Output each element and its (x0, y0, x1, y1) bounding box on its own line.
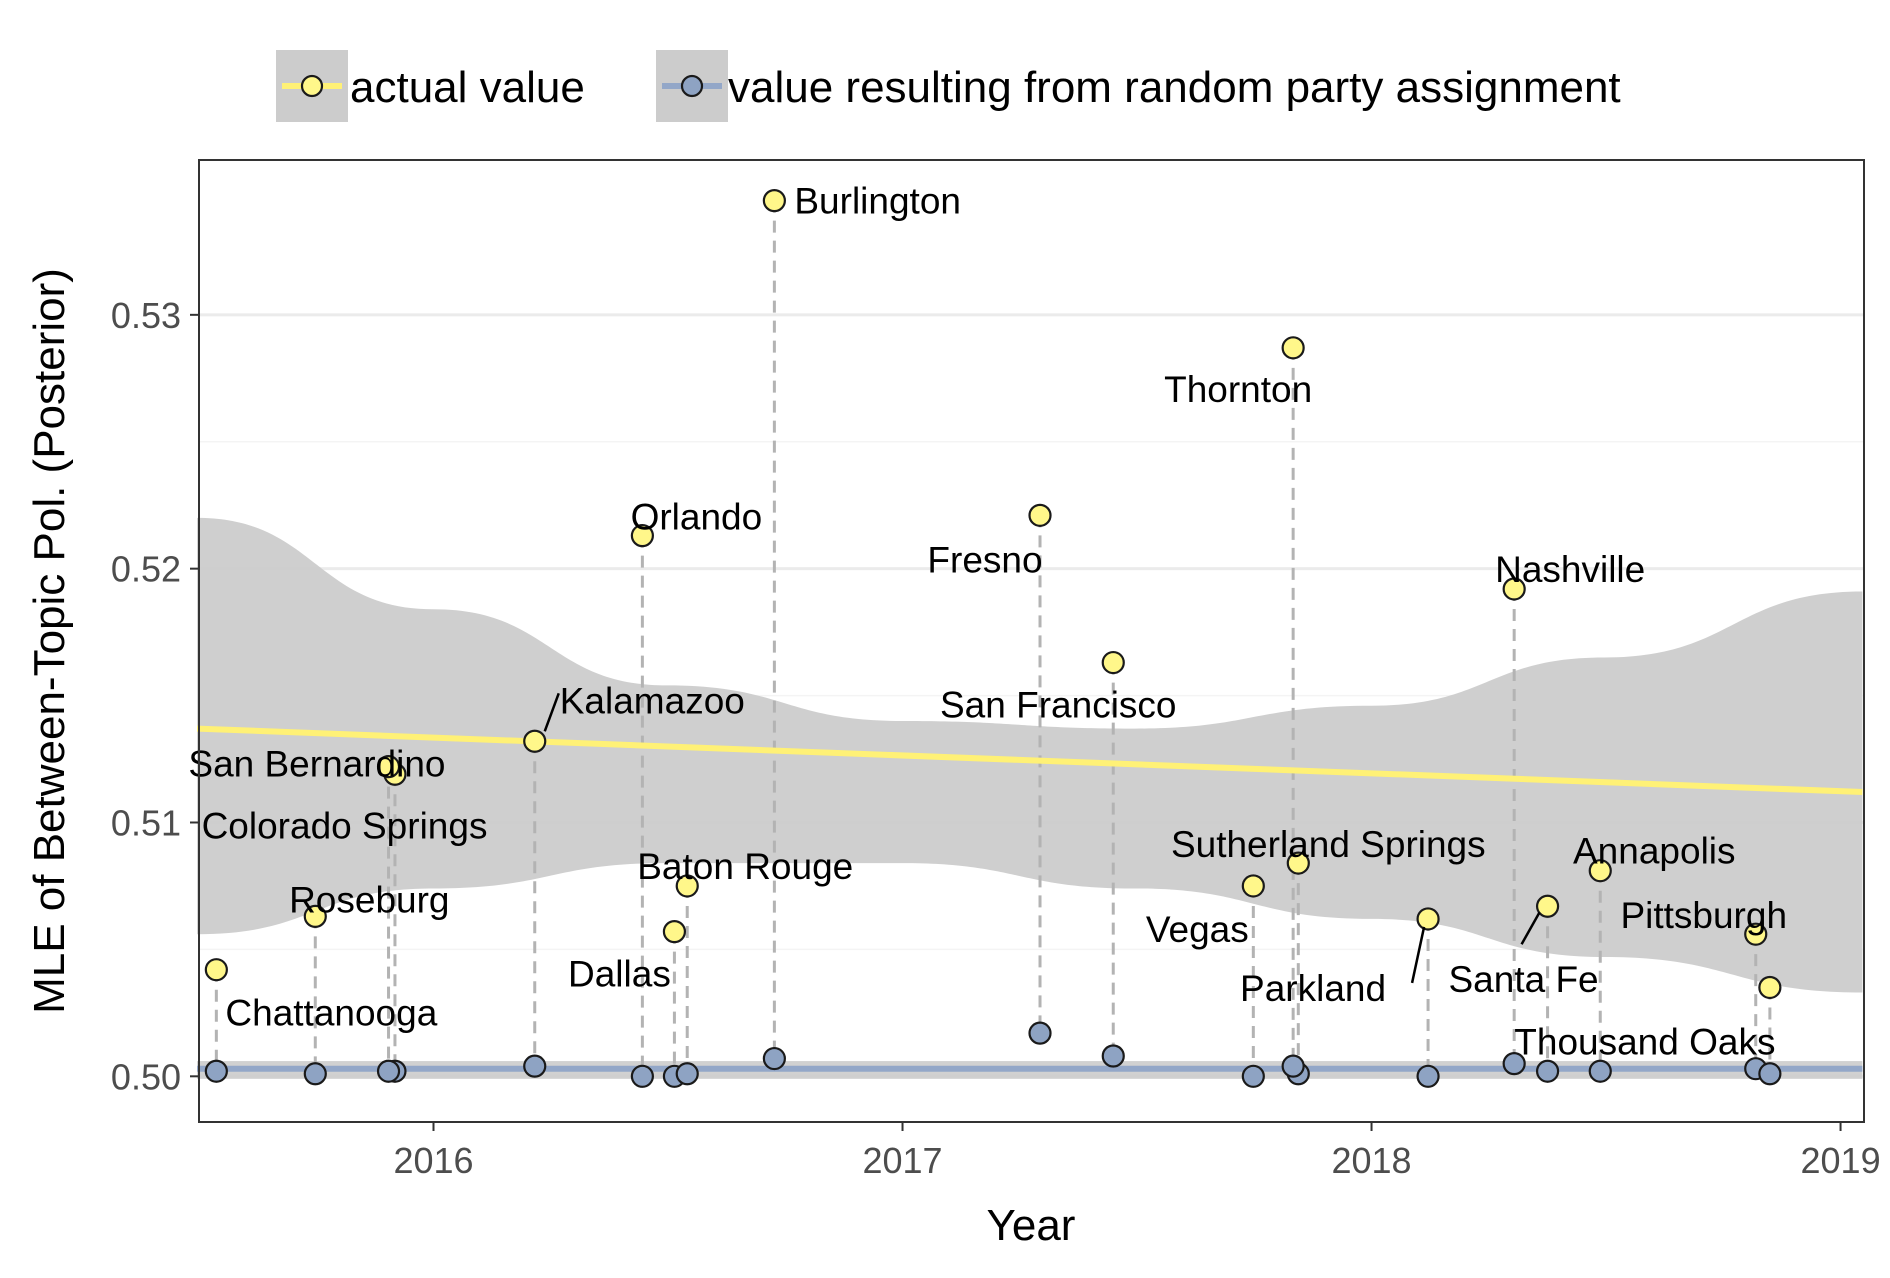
point-label: Santa Fe (1448, 959, 1598, 1000)
point-label: Kalamazoo (560, 680, 745, 721)
random-point (1588, 1059, 1612, 1083)
actual-confidence-band (197, 517, 1863, 993)
actual-point (1281, 336, 1305, 360)
point-label: Vegas (1146, 909, 1249, 950)
y-tick-label: 0.53 (111, 295, 181, 336)
legend-label-random: value resulting from random party assign… (728, 63, 1621, 112)
random-point (1028, 1021, 1052, 1045)
point-label: Roseburg (289, 879, 449, 920)
actual-point (630, 524, 654, 548)
actual-point (1588, 859, 1612, 883)
point-label: Colorado Springs (202, 806, 488, 847)
point-labels: Chattanooga Roseburg San Bernardino Colorad… (188, 181, 1787, 1063)
random-point (204, 1059, 228, 1083)
actual-point (1241, 874, 1265, 898)
point-label: Nashville (1495, 549, 1645, 590)
y-tick-label: 0.50 (111, 1056, 181, 1097)
random-point (1502, 1052, 1526, 1076)
actual-trend-line (196, 725, 1863, 796)
x-tick-label: 2016 (393, 1140, 473, 1181)
point-label: Chattanooga (225, 993, 437, 1034)
actual-point (204, 958, 228, 982)
point-label: Fresno (927, 539, 1042, 580)
actual-point (523, 729, 547, 753)
x-tick-label: 2019 (1801, 1140, 1881, 1181)
point-label: Annapolis (1573, 831, 1736, 872)
random-point (1416, 1064, 1440, 1088)
random-point (762, 1046, 786, 1071)
point-label: Parkland (1240, 968, 1386, 1009)
actual-point (1101, 650, 1125, 675)
point-label: Thornton (1164, 369, 1312, 410)
y-tick-label: 0.51 (111, 802, 181, 843)
x-tick-label: 2017 (862, 1140, 942, 1181)
y-axis-title: MLE of Between-Topic Pol. (Posterior) (25, 268, 74, 1014)
axis-ticks: 2016 2017 2018 2019 0.50 0.51 0.52 0.53 (111, 295, 1881, 1181)
data-points (204, 189, 1782, 1088)
legend-key-actual-marker (300, 74, 324, 98)
plot-border (198, 159, 1865, 1123)
random-point (523, 1054, 547, 1078)
trend-lines (196, 725, 1863, 1072)
point-label: San Bernardino (188, 743, 445, 784)
label-leader-line (543, 692, 560, 732)
x-tick-label: 2018 (1331, 1140, 1411, 1181)
connector-lines (214, 200, 1772, 1077)
point-label: Sutherland Springs (1171, 824, 1486, 865)
point-label: Orlando (631, 497, 763, 538)
actual-point (376, 755, 401, 779)
point-label: San Francisco (940, 685, 1177, 726)
point-label: Pittsburgh (1620, 895, 1787, 936)
actual-point (1744, 922, 1768, 946)
actual-point (1416, 907, 1440, 931)
actual-point (675, 874, 699, 898)
label-leader-line (1410, 926, 1426, 984)
actual-point (762, 189, 786, 213)
actual-point (303, 904, 327, 929)
random-point (675, 1062, 699, 1086)
legend: actual value value resulting from random… (276, 50, 1621, 122)
random-point (303, 1062, 327, 1086)
point-label: Baton Rouge (637, 846, 853, 887)
label-leader-line (1520, 911, 1541, 945)
actual-point (1286, 851, 1310, 875)
random-point (1241, 1064, 1265, 1088)
actual-point (1535, 894, 1560, 918)
random-point (1535, 1059, 1560, 1083)
random-point (630, 1064, 654, 1088)
actual-point (1758, 975, 1782, 1000)
point-label: Dallas (568, 954, 671, 995)
random-point (376, 1059, 401, 1083)
random-point (1101, 1044, 1125, 1068)
actual-point (662, 920, 687, 944)
actual-point (1502, 577, 1526, 601)
actual-point (1028, 503, 1052, 527)
point-label: Thousand Oaks (1514, 1021, 1775, 1062)
point-label: Burlington (794, 181, 961, 222)
legend-label-actual: actual value (350, 63, 585, 112)
x-axis-title: Year (987, 1201, 1076, 1250)
random-point (1281, 1054, 1305, 1078)
random-point (1758, 1062, 1782, 1086)
legend-key-random-marker (680, 74, 704, 98)
y-tick-label: 0.52 (111, 549, 181, 590)
